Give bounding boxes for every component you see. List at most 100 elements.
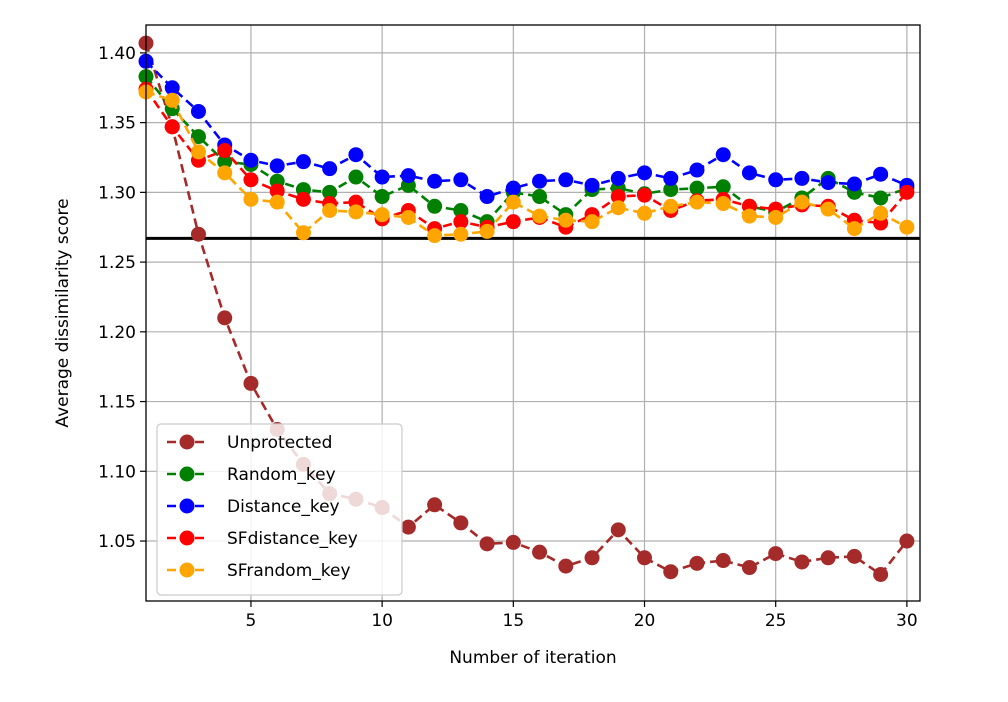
data-point-unprotected: [532, 544, 548, 560]
legend-item-sfdistance-key: SFdistance_key: [167, 529, 358, 549]
data-point-sfrandom-key: [374, 207, 390, 223]
data-point-unprotected: [820, 550, 836, 566]
legend-label: Distance_key: [227, 497, 340, 517]
legend-marker: [179, 498, 195, 514]
legend-item-unprotected: Unprotected: [167, 433, 332, 453]
x-tick-label: 20: [634, 611, 656, 631]
data-point-sfrandom-key: [820, 201, 836, 217]
legend: Unprotected Random_key Distance_key SFdista…: [156, 423, 403, 596]
data-point-distance-key: [584, 177, 600, 193]
data-point-sfrandom-key: [663, 198, 679, 214]
data-point-sfrandom-key: [295, 225, 311, 241]
data-point-sfrandom-key: [400, 209, 416, 225]
x-tick-label: 5: [246, 611, 257, 631]
y-tick-label: 1.40: [98, 44, 136, 64]
data-point-unprotected: [768, 546, 784, 562]
data-point-unprotected: [217, 310, 233, 326]
data-point-distance-key: [610, 170, 626, 186]
x-axis-label: Number of iteration: [449, 648, 616, 668]
data-point-distance-key: [846, 176, 862, 192]
data-point-distance-key: [689, 162, 705, 178]
data-point-random-key: [374, 189, 390, 205]
data-point-random-key: [190, 129, 206, 145]
axis-ticks: 5 10 15 20 25 30 1.05 1.10 1.15 1.20 1.25 1.30 1.35 1…: [98, 44, 918, 631]
legend-label: Unprotected: [227, 433, 332, 453]
data-point-distance-key: [348, 147, 364, 163]
data-point-unprotected: [741, 560, 757, 576]
y-tick-label: 1.30: [98, 183, 136, 203]
data-point-random-key: [532, 189, 548, 205]
data-point-distance-key: [479, 189, 495, 205]
series-sfrandom-key: [138, 84, 915, 244]
data-point-unprotected: [899, 533, 915, 549]
x-tick-label: 30: [896, 611, 918, 631]
data-point-sfrandom-key: [164, 92, 180, 108]
data-point-sfrandom-key: [715, 196, 731, 212]
data-point-unprotected: [190, 226, 206, 242]
series-group: [138, 35, 915, 583]
data-point-distance-key: [400, 168, 416, 184]
data-point-distance-key: [243, 152, 259, 168]
data-point-sfdistance-key: [610, 189, 626, 205]
data-point-sfdistance-key: [243, 172, 259, 188]
data-point-unprotected: [400, 519, 416, 535]
data-point-unprotected: [689, 555, 705, 571]
legend-marker: [179, 530, 195, 546]
plot-frame: [145, 24, 921, 602]
data-point-random-key: [217, 154, 233, 170]
legend-label: Random_key: [227, 465, 336, 485]
data-point-random-key: [715, 179, 731, 195]
data-point-sfdistance-key: [164, 119, 180, 135]
data-point-unprotected: [663, 564, 679, 580]
data-point-sfdistance-key: [505, 214, 521, 230]
data-point-distance-key: [532, 173, 548, 189]
y-axis-label: Average dissimilarity score: [53, 198, 73, 427]
data-point-random-key: [453, 202, 469, 218]
data-point-sfrandom-key: [190, 144, 206, 160]
data-point-sfdistance-key: [899, 184, 915, 200]
data-point-unprotected: [794, 554, 810, 570]
data-point-unprotected: [243, 375, 259, 391]
data-point-sfrandom-key: [427, 228, 443, 244]
data-point-distance-key: [269, 158, 285, 174]
series-line-distance-key: [145, 60, 908, 198]
data-point-sfdistance-key: [453, 214, 469, 230]
x-tick-label: 10: [371, 611, 393, 631]
data-point-sfrandom-key: [217, 165, 233, 181]
data-point-unprotected: [479, 536, 495, 552]
legend-item-random-key: Random_key: [167, 465, 336, 485]
data-point-sfrandom-key: [768, 209, 784, 225]
data-point-distance-key: [295, 154, 311, 170]
data-point-distance-key: [794, 170, 810, 186]
legend-box: [156, 423, 403, 596]
data-point-unprotected: [427, 497, 443, 513]
data-point-distance-key: [558, 172, 574, 188]
legend-marker: [179, 434, 195, 450]
data-point-sfrandom-key: [741, 208, 757, 224]
data-point-sfrandom-key: [348, 204, 364, 220]
data-point-unprotected: [846, 548, 862, 564]
data-point-unprotected: [637, 550, 653, 566]
data-point-sfrandom-key: [505, 194, 521, 210]
data-point-distance-key: [768, 172, 784, 188]
data-point-distance-key: [873, 166, 889, 182]
legend-label: SFrandom_key: [227, 561, 351, 581]
data-point-distance-key: [374, 169, 390, 185]
data-point-sfrandom-key: [584, 214, 600, 230]
data-point-unprotected: [558, 558, 574, 574]
data-point-random-key: [873, 190, 889, 206]
data-point-sfrandom-key: [269, 194, 285, 210]
data-point-sfdistance-key: [217, 143, 233, 159]
data-point-sfrandom-key: [689, 194, 705, 210]
data-point-sfrandom-key: [558, 212, 574, 228]
x-tick-label: 15: [503, 611, 525, 631]
data-point-random-key: [663, 182, 679, 198]
data-point-random-key: [689, 180, 705, 196]
data-point-distance-key: [637, 165, 653, 181]
data-point-unprotected: [584, 550, 600, 566]
data-point-distance-key: [505, 180, 521, 196]
data-point-sfrandom-key: [479, 223, 495, 239]
data-point-distance-key: [715, 147, 731, 163]
data-point-random-key: [348, 169, 364, 185]
